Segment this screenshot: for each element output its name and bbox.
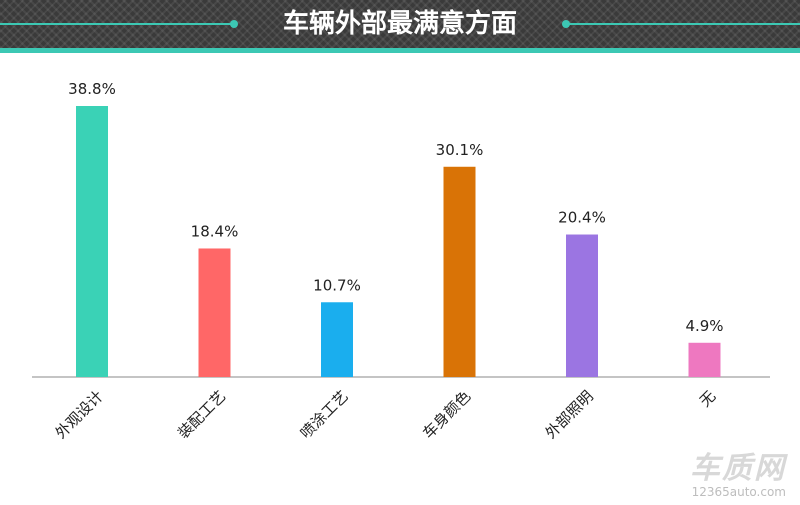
bar-6 — [688, 342, 721, 377]
data-label-2: 18.4% — [191, 222, 239, 240]
bar-3 — [321, 302, 353, 377]
category-label-6: 无 — [696, 387, 719, 410]
bar-1 — [76, 106, 108, 377]
watermark-logo-text: 车质网 — [690, 451, 786, 486]
category-label-1: 外观设计 — [52, 387, 107, 442]
watermark: 车质网 12365auto.com — [690, 451, 786, 500]
data-label-3: 10.7% — [313, 276, 361, 294]
data-label-1: 38.8% — [68, 80, 116, 98]
title-deco-line-left — [0, 23, 232, 25]
title-deco-line-right — [568, 23, 800, 25]
title-deco-dot-right — [562, 20, 570, 28]
category-label-4: 车身颜色 — [419, 387, 474, 442]
bar-2 — [198, 248, 231, 377]
data-label-6: 4.9% — [685, 317, 723, 335]
bar-4 — [443, 166, 476, 377]
title-bar-underline — [0, 48, 800, 53]
category-label-5: 外部照明 — [542, 387, 597, 442]
category-label-2: 装配工艺 — [174, 387, 229, 442]
chart-title: 车辆外部最满意方面 — [282, 9, 517, 39]
watermark-url: 12365auto.com — [691, 485, 786, 499]
bar-5 — [566, 234, 598, 377]
data-label-4: 30.1% — [436, 141, 484, 159]
data-label-5: 20.4% — [558, 209, 606, 227]
title-deco-dot-left — [230, 20, 238, 28]
category-label-3: 喷涂工艺 — [297, 387, 352, 442]
